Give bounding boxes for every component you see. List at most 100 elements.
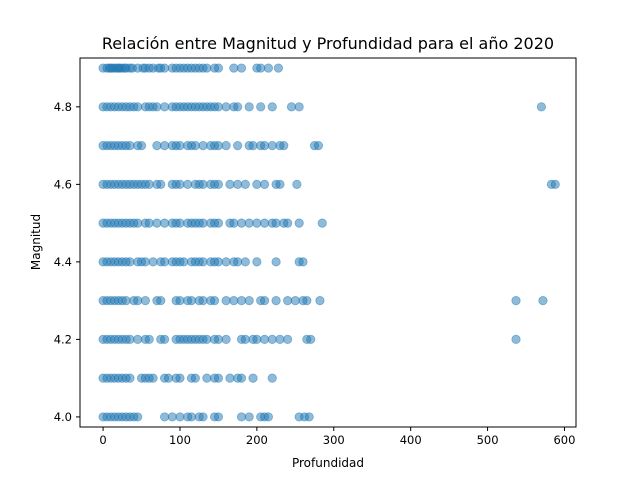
scatter-point <box>202 373 212 383</box>
scatter-point <box>273 63 283 73</box>
scatter-point <box>267 373 277 383</box>
scatter-point <box>536 102 547 112</box>
scatter-point <box>125 257 135 267</box>
scatter-point <box>167 412 177 422</box>
scatter-point <box>294 102 304 112</box>
chart-title: Relación entre Magnitud y Profundidad pa… <box>102 34 554 53</box>
scatter-point <box>550 179 560 189</box>
x-axis-label: Profundidad <box>292 456 364 470</box>
scatter-point <box>152 141 162 151</box>
scatter-point <box>190 373 200 383</box>
scatter-point <box>229 296 239 306</box>
scatter-point <box>313 141 323 151</box>
scatter-point <box>221 296 231 306</box>
scatter-point <box>186 296 197 306</box>
x-tick-label: 600 <box>553 433 575 447</box>
scatter-point <box>125 141 135 151</box>
scatter-point <box>315 296 325 306</box>
scatter-point <box>236 373 247 383</box>
scatter-point <box>198 412 208 422</box>
scatter-point <box>290 296 300 306</box>
x-tick-label: 200 <box>246 433 268 447</box>
scatter-point <box>267 141 277 151</box>
scatter-point <box>213 334 224 344</box>
scatter-point <box>121 296 131 306</box>
x-tick-label: 0 <box>99 433 106 447</box>
scatter-point <box>252 334 262 344</box>
scatter-point <box>144 179 154 189</box>
scatter-point <box>283 218 293 228</box>
scatter-point <box>213 179 224 189</box>
scatter-point <box>221 141 231 151</box>
scatter-point <box>233 257 243 267</box>
scatter-point <box>256 63 266 73</box>
scatter-point <box>259 141 270 151</box>
scatter-point <box>286 102 297 112</box>
scatter-point <box>125 334 135 344</box>
scatter-point <box>159 334 170 344</box>
scatter-point <box>202 334 212 344</box>
scatter-point <box>159 63 170 73</box>
scatter-point <box>136 141 147 151</box>
scatter-point <box>144 218 154 228</box>
scatter-point <box>213 63 224 73</box>
scatter-point <box>244 218 254 228</box>
scatter-point <box>213 102 224 112</box>
scatter-point <box>233 141 243 151</box>
scatter-point <box>213 141 224 151</box>
x-tick-label: 100 <box>169 433 191 447</box>
plot-frame <box>79 57 577 428</box>
scatter-point <box>198 218 208 228</box>
y-tick-label: 4.6 <box>54 177 72 191</box>
scatter-point <box>240 334 250 344</box>
scatter-point <box>240 257 250 267</box>
scatter-point <box>252 257 262 267</box>
scatter-point <box>163 373 174 383</box>
scatter-point <box>248 373 258 383</box>
scatter-point <box>156 179 166 189</box>
scatter-point <box>175 141 185 151</box>
scatter-point <box>198 179 208 189</box>
scatter-point <box>133 102 143 112</box>
scatter-point <box>279 141 289 151</box>
scatter-point <box>292 179 302 189</box>
scatter-point <box>148 257 158 267</box>
scatter-point <box>190 141 200 151</box>
scatter-point <box>133 296 143 306</box>
scatter-point <box>221 334 231 344</box>
scatter-point <box>159 102 170 112</box>
scatter-point <box>267 334 277 344</box>
scatter-point <box>259 179 270 189</box>
scatter-point <box>304 412 314 422</box>
scatter-point <box>159 412 170 422</box>
scatter-point <box>259 334 270 344</box>
scatter-point <box>244 412 254 422</box>
points-layer <box>98 63 560 422</box>
scatter-point <box>152 218 162 228</box>
y-axis: 4.0 4.2 4.4 4.6 4.8 <box>54 100 80 424</box>
scatter-point <box>275 179 285 189</box>
scatter-point <box>294 218 304 228</box>
scatter-point <box>236 63 247 73</box>
scatter-point <box>252 218 262 228</box>
x-tick-label: 300 <box>323 433 345 447</box>
scatter-point <box>233 179 243 189</box>
scatter-point <box>175 218 185 228</box>
y-tick-label: 4.8 <box>54 100 72 114</box>
x-tick-label: 400 <box>400 433 422 447</box>
scatter-point <box>125 373 135 383</box>
scatter-point <box>133 334 143 344</box>
scatter-point <box>271 257 281 267</box>
scatter-point <box>283 334 293 344</box>
scatter-point <box>275 334 285 344</box>
scatter-point <box>306 334 316 344</box>
scatter-point <box>213 412 224 422</box>
scatter-point <box>240 179 250 189</box>
scatter-point <box>221 102 231 112</box>
scatter-point <box>175 296 185 306</box>
scatter-point <box>198 141 208 151</box>
scatter-point <box>133 412 143 422</box>
scatter-point <box>263 63 273 73</box>
scatter-point <box>152 102 162 112</box>
